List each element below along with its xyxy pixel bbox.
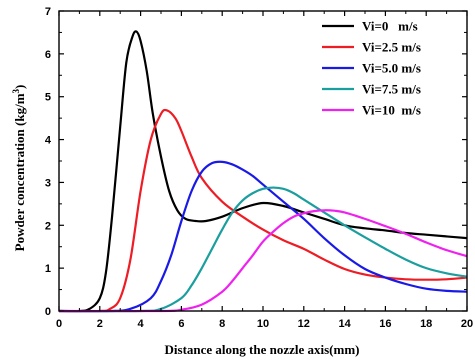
y-tick-label: 4 <box>45 135 52 147</box>
legend-label-4: Vi=7.5 m/s <box>362 82 421 97</box>
y-tick-label: 7 <box>45 6 51 18</box>
x-tick-label: 20 <box>461 318 473 330</box>
y-tick-label: 0 <box>45 306 51 318</box>
legend-label-1: Vi=0 m/s <box>362 19 418 34</box>
legend-label-5: Vi=10 m/s <box>362 103 421 118</box>
x-tick-label: 14 <box>338 318 351 330</box>
y-tick-label: 5 <box>45 92 51 104</box>
y-tick-label: 6 <box>45 49 51 61</box>
x-axis-title: Distance along the nozzle axis(mm) <box>165 342 360 357</box>
y-axis-title: Powder concentration (kg/m3) <box>11 85 27 252</box>
x-tick-label: 0 <box>56 318 62 330</box>
series-line-3 <box>58 160 468 313</box>
y-axis-title-main: Powder concentration (kg/m <box>12 93 27 251</box>
x-tick-label: 4 <box>138 318 145 330</box>
legend-label-2: Vi=2.5 m/s <box>362 40 421 55</box>
x-tick-label: 10 <box>257 318 269 330</box>
legend-label-3: Vi=5.0 m/s <box>362 61 421 76</box>
y-tick-label: 1 <box>45 263 51 275</box>
x-tick-label: 16 <box>379 318 391 330</box>
x-tick-label: 6 <box>178 318 184 330</box>
y-tick-label: 3 <box>45 177 51 189</box>
series-line-2 <box>58 108 468 313</box>
x-tick-label: 8 <box>219 318 225 330</box>
x-tick-label: 18 <box>420 318 432 330</box>
x-tick-label: 2 <box>97 318 103 330</box>
series-line-1 <box>58 30 468 313</box>
plot-frame <box>58 10 468 312</box>
y-axis-title-superscript: 3 <box>11 88 21 93</box>
y-tick-label: 2 <box>45 220 51 232</box>
series-line-4 <box>58 186 468 313</box>
x-tick-label: 12 <box>298 318 310 330</box>
series-line-5 <box>58 209 468 313</box>
y-axis-title-close: ) <box>12 85 27 89</box>
